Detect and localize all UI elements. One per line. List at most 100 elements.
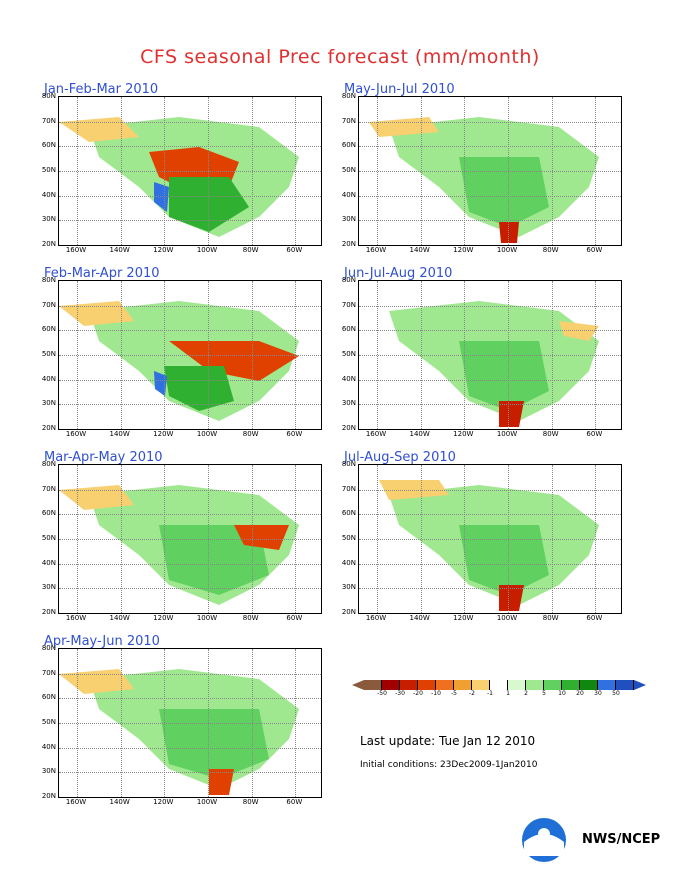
legend-swatch xyxy=(562,680,580,690)
lon-gridline xyxy=(77,281,78,429)
lon-tick-label: 100W xyxy=(496,430,518,438)
lon-gridline xyxy=(295,649,297,797)
lon-tick-label: 120W xyxy=(153,798,174,806)
lon-tick-label: 80W xyxy=(542,614,559,622)
lat-gridline xyxy=(359,195,621,197)
lon-gridline xyxy=(295,97,297,245)
lat-tick-label: 70N xyxy=(41,484,56,493)
lat-tick-label: 20N xyxy=(341,424,356,432)
forecast-map-panel: Mar-Apr-May 2010 80N 70N 60N 50N 40N 30N 20N 16… xyxy=(34,450,344,634)
lon-tick-label: 160W xyxy=(365,614,387,622)
lat-tick-label: 20N xyxy=(341,240,356,248)
lat-tick-label: 20N xyxy=(41,424,56,432)
lat-gridline xyxy=(359,220,621,222)
legend-left-arrow xyxy=(352,680,364,690)
lon-tick-label: 140W xyxy=(409,430,430,438)
lat-tick-label: 80N xyxy=(341,460,356,468)
lon-tick-label: 120W xyxy=(153,430,174,438)
panel-title: Mar-Apr-May 2010 xyxy=(44,450,163,465)
map-area xyxy=(358,280,622,430)
lon-tick-label: 120W xyxy=(453,430,474,438)
lat-gridline xyxy=(359,171,621,172)
lat-tick-label: 30N xyxy=(341,215,356,224)
forecast-map-panel: May-Jun-Jul 2010 80N 70N 60N 50N 40N 30N 20N 16… xyxy=(334,82,644,266)
lat-gridline xyxy=(359,563,621,565)
legend-swatch xyxy=(598,680,616,690)
lat-gridline xyxy=(359,514,621,516)
lat-tick-label: 70N xyxy=(341,300,356,309)
lon-tick-label: 80W xyxy=(242,798,259,806)
lon-gridline xyxy=(464,97,466,245)
forecast-map-panel: Feb-Mar-Apr 2010 80N 70N 60N 50N 40N 30N 20N 16… xyxy=(34,266,344,450)
legend-tick-label: 20 xyxy=(576,690,584,697)
legend-bar xyxy=(364,680,634,690)
forecast-map-panel: Jun-Jul-Aug 2010 80N 70N 60N 50N 40N 30N 20N 16… xyxy=(334,266,644,450)
lat-tick-label: 30N xyxy=(341,399,356,408)
lon-tick-label: 80W xyxy=(542,430,559,438)
lat-tick-label: 60N xyxy=(41,141,56,150)
lon-gridline xyxy=(208,281,209,429)
lat-gridline xyxy=(359,379,621,381)
lat-tick-label: 40N xyxy=(341,374,356,383)
lon-gridline xyxy=(208,465,209,613)
lat-gridline xyxy=(59,698,321,700)
map-area xyxy=(58,464,322,614)
forecast-map-panel: Apr-May-Jun 2010 80N 70N 60N 50N 40N 30N 20N 16… xyxy=(34,634,344,818)
lon-gridline xyxy=(295,465,297,613)
lat-tick-label: 30N xyxy=(41,215,56,224)
lon-tick-label: 140W xyxy=(109,430,130,438)
panel-title: May-Jun-Jul 2010 xyxy=(344,82,455,97)
lon-tick-label: 60W xyxy=(586,430,603,438)
legend-swatch xyxy=(580,680,598,690)
lon-tick-label: 160W xyxy=(365,430,387,438)
lat-gridline xyxy=(59,747,321,749)
map-area xyxy=(358,464,622,614)
lat-tick-label: 70N xyxy=(41,116,56,125)
legend-tick-label: -50 xyxy=(377,690,387,697)
lon-gridline xyxy=(595,281,597,429)
lon-gridline xyxy=(464,465,466,613)
page-title: CFS seasonal Prec forecast (mm/month) xyxy=(140,46,540,68)
lat-gridline xyxy=(359,121,621,123)
lat-gridline xyxy=(359,404,621,406)
lat-tick-label: 50N xyxy=(41,718,56,726)
legend-tick-label: -2 xyxy=(469,690,475,697)
lon-tick-label: 80W xyxy=(242,246,259,254)
panel-title: Apr-May-Jun 2010 xyxy=(44,634,160,649)
lon-tick-label: 120W xyxy=(153,246,174,254)
lon-gridline xyxy=(120,281,122,429)
legend-tick-label: 2 xyxy=(524,690,528,697)
lat-tick-label: 80N xyxy=(341,276,356,284)
legend-right-arrow xyxy=(634,680,646,690)
legend-tick-label: -5 xyxy=(451,690,457,697)
map-area xyxy=(358,96,622,246)
lon-gridline xyxy=(77,97,78,245)
lon-tick-label: 140W xyxy=(109,798,130,806)
legend-swatch xyxy=(364,680,382,690)
panel-title: Jul-Aug-Sep 2010 xyxy=(344,450,456,465)
lat-tick-label: 50N xyxy=(341,166,356,174)
lat-gridline xyxy=(359,539,621,540)
noaa-logo-icon xyxy=(522,818,566,862)
lat-gridline xyxy=(359,330,621,332)
lon-tick-label: 100W xyxy=(496,246,518,254)
lon-tick-label: 60W xyxy=(286,246,303,254)
lon-gridline xyxy=(508,97,509,245)
lat-tick-label: 50N xyxy=(41,350,56,358)
lat-tick-label: 80N xyxy=(41,644,56,652)
lon-tick-label: 60W xyxy=(586,614,603,622)
lon-tick-label: 80W xyxy=(242,430,259,438)
lon-gridline xyxy=(508,465,509,613)
lon-tick-label: 140W xyxy=(409,614,430,622)
lat-tick-label: 60N xyxy=(341,141,356,150)
lat-gridline xyxy=(59,514,321,516)
lon-gridline xyxy=(377,97,378,245)
lat-gridline xyxy=(59,305,321,307)
agency-label: NWS/NCEP xyxy=(582,832,661,847)
lat-gridline xyxy=(59,146,321,148)
lat-tick-label: 30N xyxy=(41,583,56,592)
lat-gridline xyxy=(359,489,621,491)
lon-gridline xyxy=(551,465,553,613)
lon-gridline xyxy=(508,281,509,429)
lon-gridline xyxy=(77,649,78,797)
